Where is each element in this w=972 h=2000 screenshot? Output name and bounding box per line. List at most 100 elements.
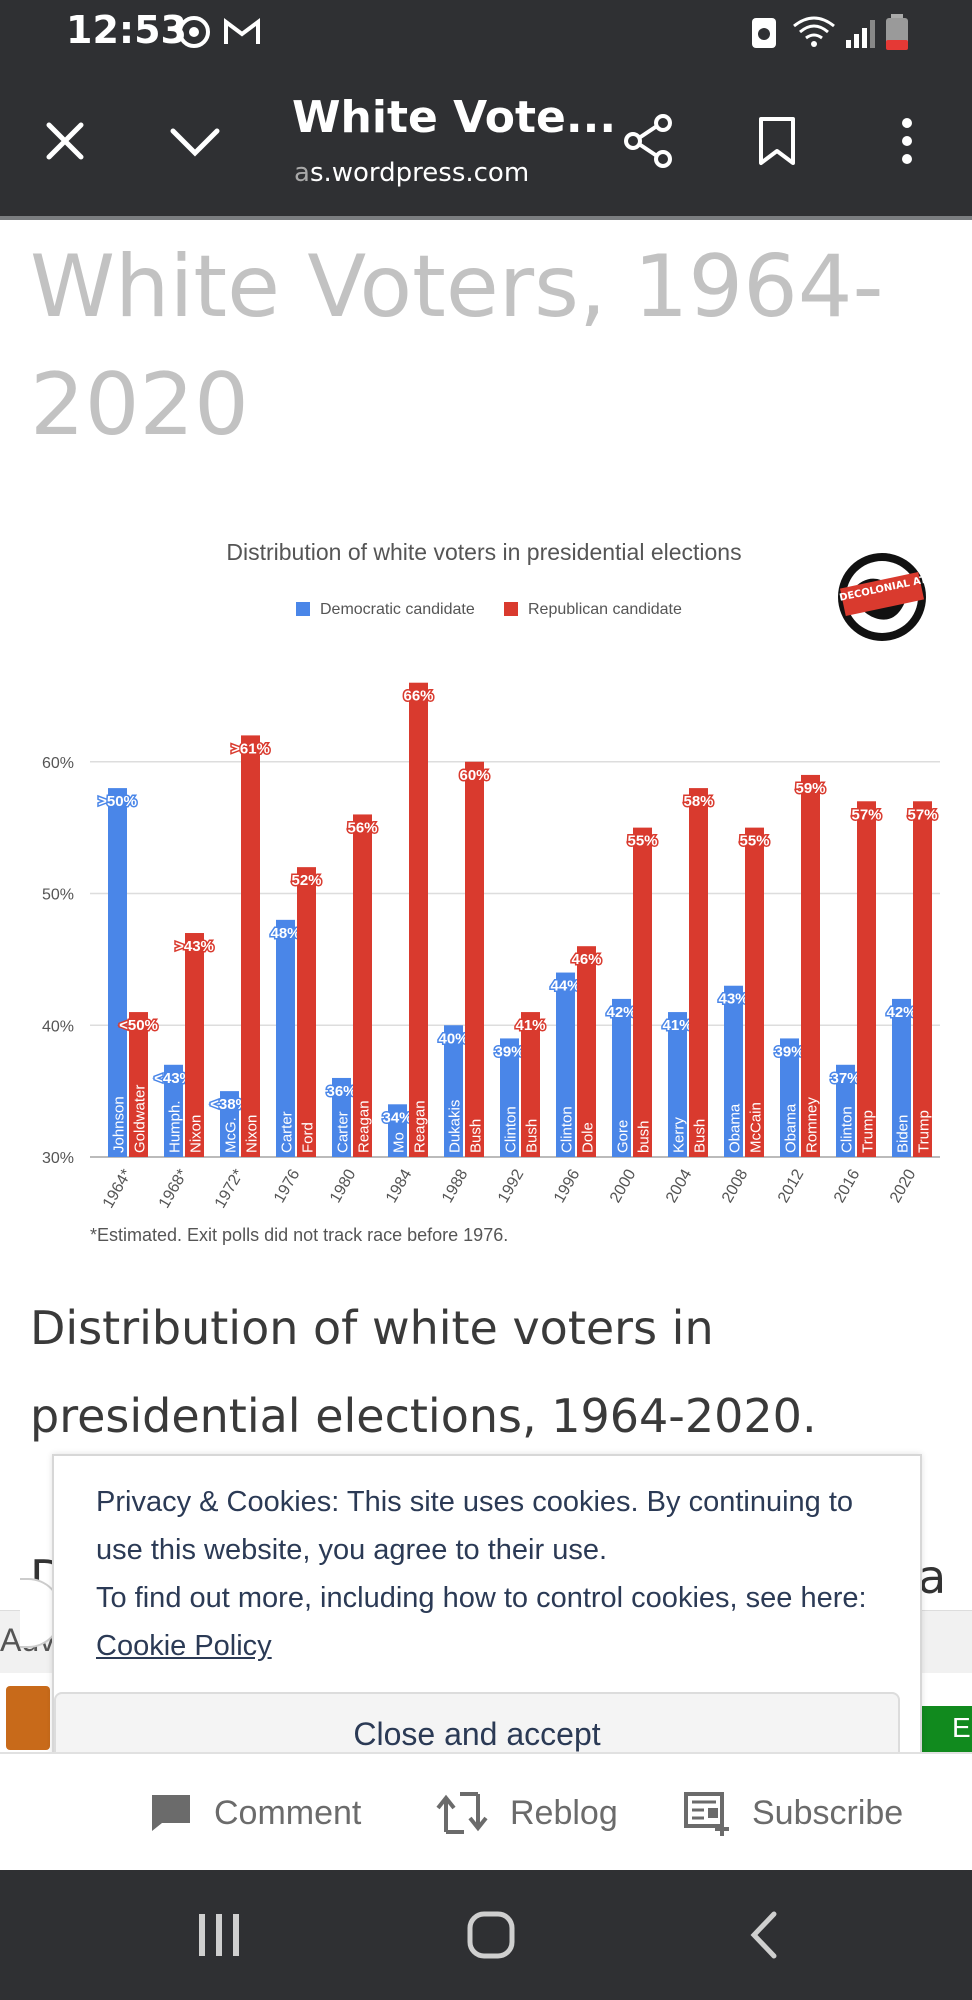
bar-value-label: 42% [886,1004,916,1021]
back-icon [750,1911,777,1959]
bar-dem [220,1091,239,1157]
close-icon [46,122,84,160]
more-vert-icon [902,118,912,164]
candidate-name-label: Goldwater [132,1085,149,1153]
candidate-name-label: Nixon [188,1115,205,1153]
back-button[interactable] [728,1904,798,1966]
bookmark-button[interactable] [742,106,812,176]
candidate-name-label: Obama [727,1103,744,1153]
bar-value-label: 37% [830,1070,860,1087]
bar-dem [276,919,295,1157]
bar-dem [836,1064,855,1157]
x-tick-label: 2020 [887,1166,920,1205]
bar-dem [388,1104,407,1157]
candidate-name-label: Mo [391,1132,408,1153]
comment-button[interactable]: Comment [150,1788,361,1838]
candidate-name-label: Reagan [412,1100,429,1153]
bar-value-label: <43% [154,1070,193,1087]
bar-value-label: 55% [739,833,769,850]
bar-rep [185,933,204,1157]
legend-swatch-dem [296,602,310,616]
bar-value-label: 44% [550,978,580,995]
reblog-label: Reblog [510,1793,618,1832]
candidate-name-label: Clinton [559,1106,576,1153]
bar-value-label: 66% [403,688,433,705]
signal-icon [846,20,875,48]
subscribe-button[interactable]: Subscribe [684,1788,903,1838]
bar-rep [801,774,820,1157]
x-tick-label: 1980 [327,1166,360,1205]
cookie-policy-link[interactable]: Cookie Policy [96,1630,272,1662]
bar-rep [465,761,484,1157]
bar-dem [444,1025,463,1157]
browser-toolbar: White Vote... as.wordpress.com [0,64,972,220]
ad-cta-button[interactable]: E [918,1706,972,1756]
candidate-name-label: Bush [468,1119,485,1153]
obscured-text-right: a [918,1550,947,1604]
bar-rep [129,1012,148,1157]
y-tick-label: 40% [42,1018,74,1035]
bar-value-label: >50% [98,793,137,810]
candidate-name-label: Ford [300,1122,317,1153]
decolonial-atlas-logo: THE DECOLONIAL ATLAS [814,553,949,641]
comment-label: Comment [214,1793,362,1832]
bar-value-label: 39% [494,1043,524,1060]
candidate-name-label: Nixon [244,1115,261,1153]
chart-footnote: *Estimated. Exit polls did not track rac… [90,1225,508,1245]
chart-figure: Distribution of white voters in presiden… [0,530,972,1260]
candidate-name-label: Obama [783,1103,800,1153]
bar-dem [724,985,743,1157]
close-button[interactable] [30,106,100,176]
bar-value-label: 40% [438,1030,468,1047]
bar-value-label: 42% [606,1004,636,1021]
bar-value-label: <38% [210,1096,249,1113]
bar-dem [108,788,127,1157]
recent-apps-icon [199,1914,239,1956]
candidate-name-label: Carter [335,1111,352,1153]
candidate-name-label: Reagan [356,1100,373,1153]
recent-apps-button[interactable] [184,1904,254,1966]
bar-value-label: 59% [795,780,825,797]
wifi-icon [793,16,835,47]
x-tick-label: 1992 [495,1166,528,1205]
page-url: as.wordpress.com [294,158,529,188]
bar-dem [500,1038,519,1157]
reblog-icon [436,1792,488,1834]
candidate-name-label: Kerry [671,1117,688,1153]
gmail-icon [224,18,260,44]
more-options-button[interactable] [872,106,942,176]
bar-chart: Distribution of white voters in presiden… [42,539,949,1245]
x-axis-labels: 1964* 1968* 1972* 1976 1980 1984 1988 1992 1996 2… [100,1166,920,1211]
bar-rep [689,788,708,1157]
candidate-name-label: Biden [895,1115,912,1153]
bar-value-label: 46% [571,951,601,968]
ad-thumbnail[interactable] [6,1686,50,1750]
home-button[interactable] [456,1904,526,1966]
bar-value-label: 48% [270,925,300,942]
bar-dem [668,1012,687,1157]
collapse-button[interactable] [160,106,230,176]
bar-rep [241,735,260,1157]
x-tick-label: 2008 [719,1166,752,1205]
cookie-text-1: Privacy & Cookies: This site uses cookie… [96,1486,854,1566]
bar-value-label: 55% [627,833,657,850]
candidate-name-label: Gore [615,1120,632,1153]
candidate-name-label: Humph. [167,1100,184,1153]
x-tick-label: 1996 [551,1166,584,1205]
share-button[interactable] [614,106,684,176]
url-faded-part: a [294,158,310,188]
comment-icon [152,1795,190,1831]
bar-value-label: 58% [683,793,713,810]
candidate-name-label: Dukakis [447,1100,464,1153]
bar-value-label: >43% [175,938,214,955]
cookie-banner: Privacy & Cookies: This site uses cookie… [52,1454,922,1776]
x-tick-label: 2004 [663,1166,696,1205]
candidate-name-label: Clinton [839,1106,856,1153]
subscribe-label: Subscribe [752,1793,904,1832]
x-tick-label: 2016 [831,1166,864,1205]
bar-dem [892,998,911,1157]
bar-dem [164,1064,183,1157]
legend-rep: Republican candidate [528,601,682,618]
bar-value-label: 52% [291,872,321,889]
reblog-button[interactable]: Reblog [436,1788,618,1838]
